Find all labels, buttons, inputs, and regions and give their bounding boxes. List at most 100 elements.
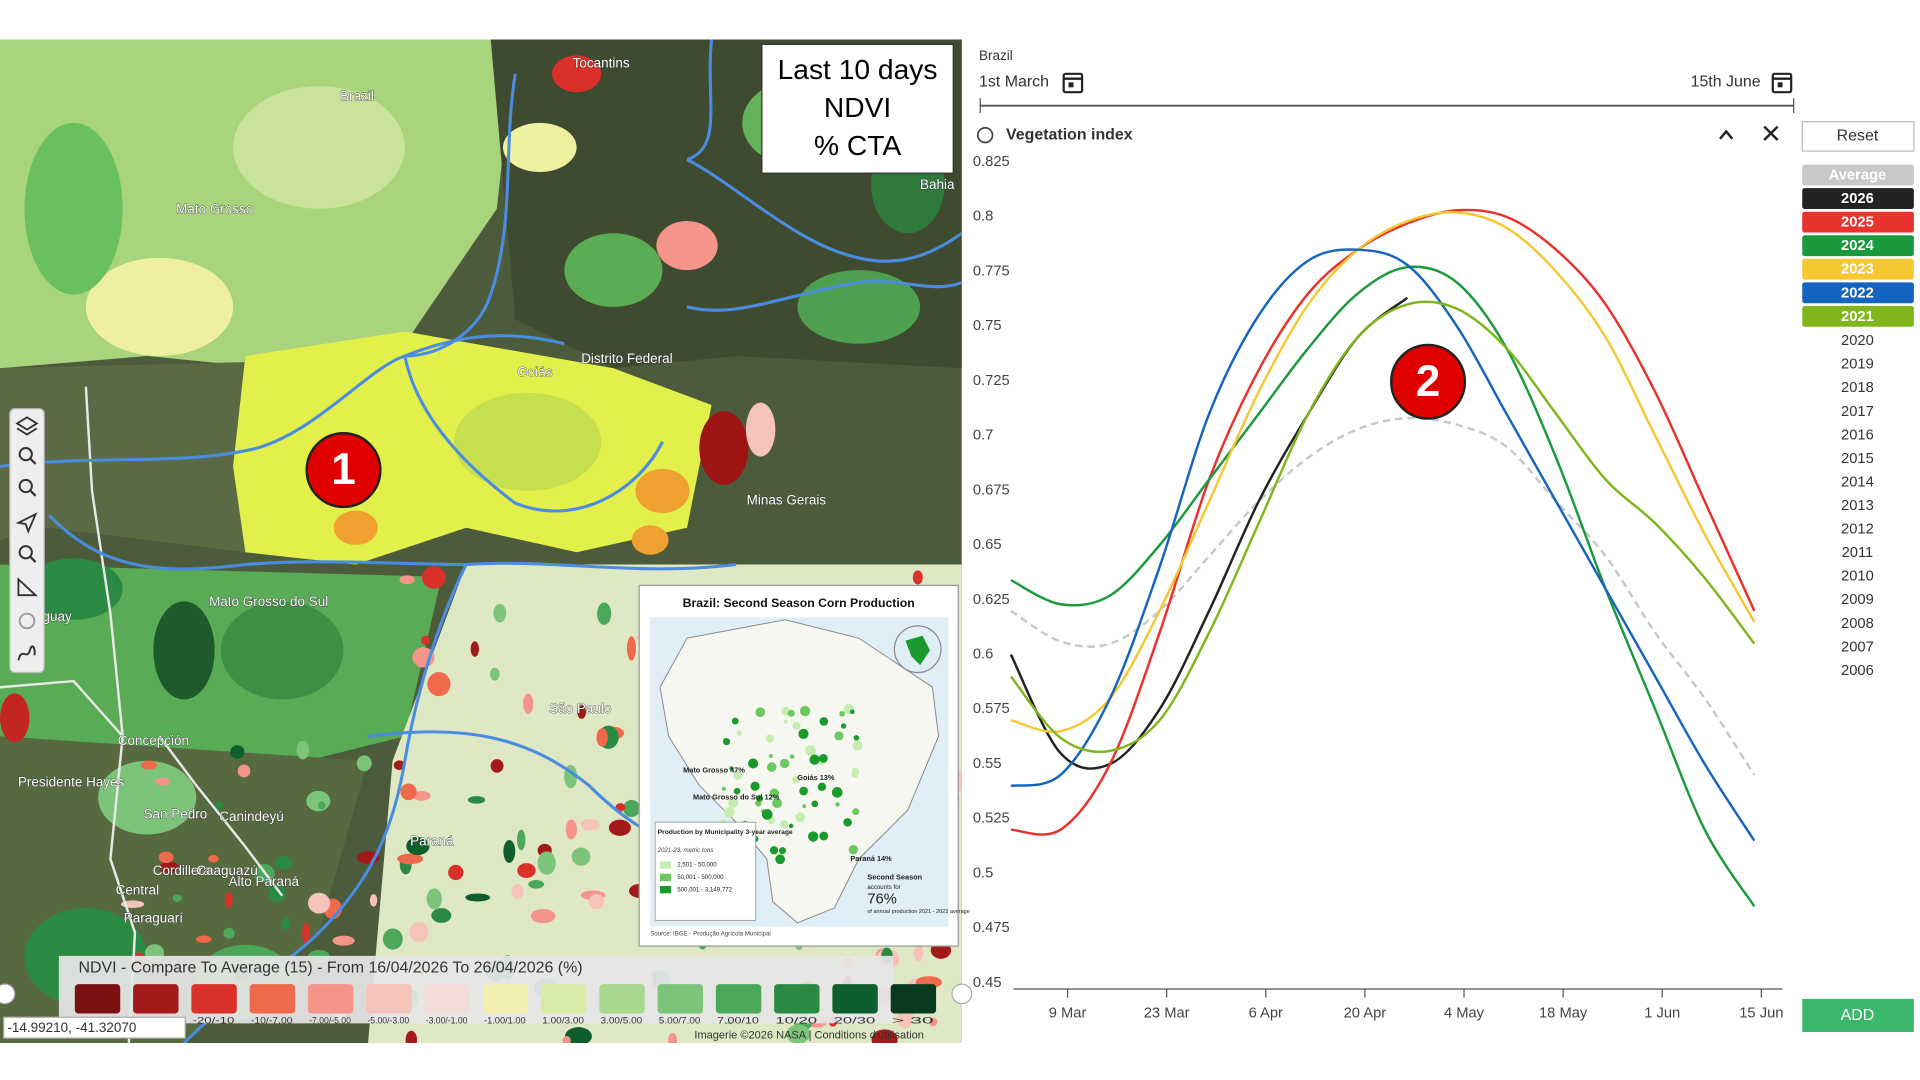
legend-year[interactable]: 2017 <box>1841 404 1874 420</box>
legend-year[interactable]: 2010 <box>1841 569 1874 585</box>
legend-button[interactable] <box>1802 258 1914 280</box>
legend-year[interactable]: 2011 <box>1842 545 1874 561</box>
legend-year[interactable]: 2016 <box>1841 427 1874 443</box>
add-button[interactable] <box>1802 998 1914 1032</box>
map-speck <box>356 755 372 772</box>
legend-year[interactable]: 2007 <box>1841 639 1874 655</box>
map-speck <box>306 790 331 812</box>
map-speck <box>913 945 924 962</box>
legend-year[interactable]: 2018 <box>1841 380 1874 396</box>
icon <box>18 447 33 462</box>
country-border <box>158 735 284 897</box>
calendar-button[interactable] <box>1771 72 1793 94</box>
toolbar-button[interactable] <box>17 577 38 597</box>
legend-label: > 30 <box>892 1015 934 1025</box>
legend-swatch <box>74 984 121 1014</box>
add-label: ADD <box>1841 1007 1875 1024</box>
inset-production <box>839 710 845 717</box>
inset-production <box>728 797 739 808</box>
y-tick-label: 0.675 <box>973 482 1010 498</box>
inset-production <box>787 709 795 717</box>
pan-right[interactable] <box>951 983 973 1005</box>
toolbar-button[interactable] <box>18 478 37 497</box>
legend-year[interactable]: 2009 <box>1841 592 1874 608</box>
inset-production <box>723 806 735 818</box>
inset-production <box>831 787 843 798</box>
map-patch <box>453 392 602 491</box>
map-patch <box>85 257 234 356</box>
inset-production <box>756 795 763 802</box>
pan-left[interactable] <box>0 983 16 1005</box>
icon <box>1777 82 1783 88</box>
series-line <box>1009 300 1756 754</box>
state-border <box>686 279 962 312</box>
legend-year[interactable]: 2013 <box>1841 498 1874 514</box>
icon <box>29 556 37 563</box>
inset-production <box>748 758 759 769</box>
overlay-box <box>761 43 954 174</box>
toolbar-button[interactable] <box>17 645 36 661</box>
series-line <box>1010 416 1756 776</box>
map-speck <box>493 603 507 623</box>
legend-swatch <box>482 984 529 1014</box>
legend-button[interactable] <box>1802 235 1914 257</box>
x-tick-label: 1 Jun <box>1644 1005 1680 1021</box>
map-speck <box>296 740 310 760</box>
inset-region: Mato Grosso 47% <box>683 766 745 775</box>
inset-production <box>834 731 844 741</box>
inset-production <box>817 782 827 792</box>
reset-button[interactable] <box>1801 121 1915 152</box>
legend-swatch <box>715 984 762 1014</box>
legend-button[interactable] <box>1802 305 1914 327</box>
inset-title: Brazil: Second Season Corn Production <box>683 596 915 610</box>
map-speck <box>172 894 182 902</box>
inset-production <box>819 831 829 841</box>
toolbar-button[interactable] <box>18 545 37 563</box>
legend-year[interactable]: 2008 <box>1841 616 1874 632</box>
toolbar-button[interactable] <box>18 447 37 465</box>
legend-year[interactable]: 2006 <box>1841 663 1874 679</box>
inset-legend-swatch <box>660 873 672 882</box>
toolbar-button[interactable] <box>15 512 38 534</box>
y-tick-label: 0.8 <box>973 209 993 225</box>
country-border <box>0 679 124 738</box>
toolbar-button[interactable] <box>18 612 36 630</box>
series-line <box>1009 296 1409 770</box>
region: Brazil <box>979 48 1013 63</box>
map-patch <box>631 525 669 555</box>
legend-button[interactable] <box>1802 282 1914 304</box>
legend-year[interactable]: 2020 <box>1841 333 1874 349</box>
toolbar-button[interactable] <box>15 416 39 436</box>
legend-year[interactable]: 2019 <box>1841 357 1874 373</box>
legend-button[interactable] <box>1802 164 1914 186</box>
legend-label: -3.00/-1.00 <box>426 1015 468 1025</box>
map-speck <box>596 728 608 747</box>
map-speck <box>668 1032 677 1044</box>
inset-production <box>849 709 855 715</box>
state-border <box>686 158 962 263</box>
legend-year[interactable]: 2015 <box>1841 451 1874 467</box>
map-patch <box>24 122 123 295</box>
map-patch <box>153 601 215 700</box>
map-speck <box>597 602 612 625</box>
legend-button[interactable] <box>1802 211 1914 233</box>
legend-label: -20/-10 <box>193 1015 235 1025</box>
x-tick-label: 20 Apr <box>1344 1005 1387 1021</box>
map-speck <box>308 892 331 914</box>
inset-production <box>772 798 783 809</box>
marker-circle <box>305 432 382 509</box>
inset-legend <box>654 821 757 921</box>
close-button[interactable] <box>1763 125 1779 141</box>
panel-title: Vegetation index <box>1006 126 1133 143</box>
calendar-button[interactable] <box>1062 72 1084 94</box>
legend-year[interactable]: 2014 <box>1841 474 1874 490</box>
legend-button[interactable] <box>1802 188 1914 209</box>
collapse-button[interactable] <box>1719 129 1734 140</box>
legend-label: 20/30 <box>834 1015 876 1025</box>
inset-production <box>835 802 840 807</box>
x-tick-label: 9 Mar <box>1049 1005 1087 1021</box>
map-speck <box>871 1029 898 1044</box>
map-speck <box>503 840 516 863</box>
icon <box>18 612 36 630</box>
legend-year[interactable]: 2012 <box>1841 522 1874 538</box>
